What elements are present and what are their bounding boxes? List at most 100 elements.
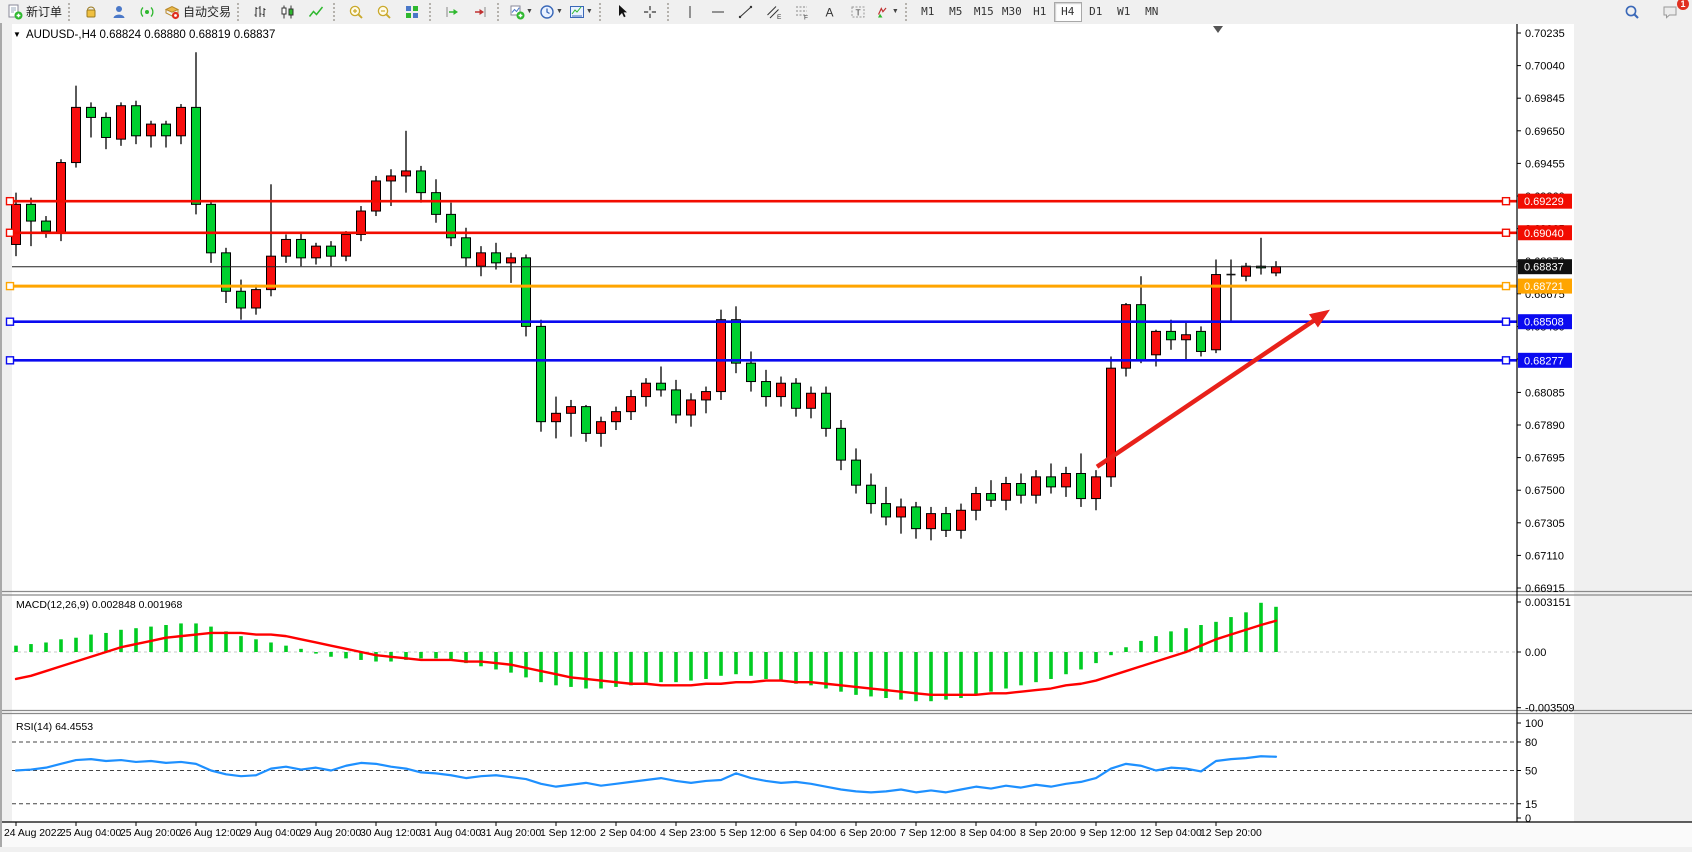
date-axis-label: 8 Sep 20:00: [1020, 828, 1076, 839]
date-axis-label: 4 Sep 23:00: [660, 828, 716, 839]
date-axis-label: 7 Sep 12:00: [900, 828, 956, 839]
line-handle[interactable]: [5, 228, 15, 237]
date-axis-label: 25 Aug 20:00: [120, 828, 181, 839]
chart-shift-marker[interactable]: [1213, 26, 1223, 33]
timeframe-mn-button[interactable]: MN: [1145, 5, 1159, 18]
line-handle[interactable]: [1501, 281, 1511, 291]
fibonacci-button[interactable]: F: [788, 1, 816, 23]
auto-trading-button-label: 自动交易: [183, 5, 232, 19]
horizontal-sr-line[interactable]: [5, 356, 1518, 365]
signals-button[interactable]: [133, 1, 161, 23]
line-handle[interactable]: [1501, 356, 1511, 365]
bar-chart-button[interactable]: [246, 1, 274, 23]
macd-label: MACD(12,26,9) 0.002848 0.001968: [16, 599, 183, 611]
timeframe-m5-button[interactable]: M5: [949, 5, 963, 18]
date-axis-label: 30 Aug 12:00: [360, 828, 421, 839]
price-axis-tick: 0.67110: [1525, 550, 1564, 562]
timeframe-d1-button[interactable]: D1: [1089, 5, 1103, 18]
line-handle[interactable]: [5, 356, 15, 365]
svg-text:T: T: [855, 7, 860, 17]
macd-axis-tick: 0.003151: [1525, 597, 1571, 609]
date-axis-label: 6 Sep 04:00: [780, 828, 836, 839]
timeframe-m1-button[interactable]: M1: [921, 5, 935, 18]
current-price-label-text: 0.68837: [1524, 262, 1564, 274]
chartshift-icon: [475, 6, 486, 17]
horizontal-sr-line[interactable]: [5, 281, 1518, 291]
bars-icon: [254, 5, 266, 17]
price-axis-tick: 0.67890: [1525, 420, 1565, 432]
cursor-button[interactable]: [608, 1, 636, 23]
chat-icon: [1663, 6, 1677, 19]
trendline-icon: [738, 5, 753, 18]
svg-text:E: E: [777, 14, 782, 20]
vline-icon: [689, 5, 691, 18]
horizontal-sr-line[interactable]: [5, 228, 1518, 237]
trend-arrow[interactable]: [1095, 309, 1330, 469]
line-chart-button[interactable]: [302, 1, 330, 23]
chart-shift-button[interactable]: [466, 1, 494, 23]
chart-window[interactable]: 0.70235 0.70040 0.69845 0.69650 0.69455 0.692…: [0, 23, 1692, 847]
chat-button[interactable]: 1: [1656, 0, 1689, 23]
rsi-indicator: RSI(14) 64.4553: [14, 721, 1278, 794]
horizontal-sr-line[interactable]: [5, 196, 1518, 206]
line-handle[interactable]: [5, 281, 15, 291]
search-button[interactable]: [1618, 1, 1646, 23]
doc-plus-icon: [8, 4, 23, 19]
arrows-icon: [877, 6, 887, 17]
zoom-out-button[interactable]: [370, 1, 398, 23]
date-axis-label: 2 Sep 04:00: [600, 828, 656, 839]
price-line-label: [1518, 278, 1572, 294]
toolbar-separator: [333, 2, 338, 21]
horizontal-line-button[interactable]: [704, 1, 732, 23]
auto-trading-button[interactable]: 自动交易: [161, 1, 234, 23]
price-axis-background: [1517, 24, 1574, 822]
periods-dropdown[interactable]: ▼: [536, 1, 566, 23]
timeframe-m30-button[interactable]: M30: [1001, 5, 1022, 18]
date-axis-label: 8 Sep 04:00: [960, 828, 1016, 839]
styles-button[interactable]: [77, 1, 105, 23]
zoom-in-button[interactable]: [342, 1, 370, 23]
price-axis-tick: 0.70040: [1525, 61, 1565, 73]
new-order-button-label: 新订单: [26, 5, 63, 19]
timeframe-m15-button[interactable]: M15: [973, 5, 994, 18]
vertical-line-button[interactable]: [676, 1, 704, 23]
timeframe-w1-button[interactable]: W1: [1117, 5, 1131, 18]
market-button[interactable]: [105, 1, 133, 23]
price-axis-tick: 0.66915: [1525, 583, 1565, 595]
text-button[interactable]: A: [816, 1, 844, 23]
timeframe-h1-button[interactable]: H1: [1033, 5, 1047, 18]
date-axis-label: 29 Aug 04:00: [240, 828, 301, 839]
timeframe-h4-button[interactable]: H4: [1053, 1, 1082, 22]
auto-scroll-button[interactable]: [438, 1, 466, 23]
line-handle[interactable]: [1501, 196, 1511, 206]
horizontal-sr-line[interactable]: [5, 317, 1518, 326]
price-line-label-text: 0.68508: [1524, 317, 1564, 329]
chart-title-triangle-icon: ▼: [13, 30, 21, 39]
bucket-icon: [86, 6, 96, 17]
line-handle[interactable]: [1501, 317, 1511, 326]
crosshair-button[interactable]: [636, 1, 664, 23]
tile-icon: [406, 5, 419, 18]
svg-text:A: A: [825, 5, 833, 19]
trendline-button[interactable]: [732, 1, 760, 23]
tile-windows-button[interactable]: [398, 1, 426, 23]
chart-canvas[interactable]: 0.70235 0.70040 0.69845 0.69650 0.69455 0.692…: [2, 23, 1692, 847]
equidistant-channel-button[interactable]: E: [760, 1, 788, 23]
fibo-icon: F: [795, 6, 808, 20]
indicators-dropdown[interactable]: ▼: [506, 1, 536, 23]
macd-axis-tick: 0.00: [1525, 647, 1546, 659]
line-handle[interactable]: [5, 317, 15, 326]
line-handle[interactable]: [1501, 228, 1511, 237]
rsi-label: RSI(14) 64.4553: [16, 721, 93, 733]
rsi-axis-tick: 100: [1525, 718, 1543, 730]
candlestick-button[interactable]: [274, 1, 302, 23]
time-axis-background: [2, 822, 1692, 847]
new-order-button[interactable]: 新订单: [4, 1, 65, 23]
arrows-dropdown[interactable]: ▼: [872, 1, 902, 23]
toolbar-separator: [598, 2, 604, 21]
templates-dropdown[interactable]: ▼: [566, 1, 596, 23]
price-axis-tick: 0.70235: [1525, 28, 1565, 40]
line-handle[interactable]: [5, 196, 15, 206]
price-line-label-text: 0.68277: [1524, 355, 1564, 367]
text-label-button[interactable]: T: [844, 1, 872, 23]
